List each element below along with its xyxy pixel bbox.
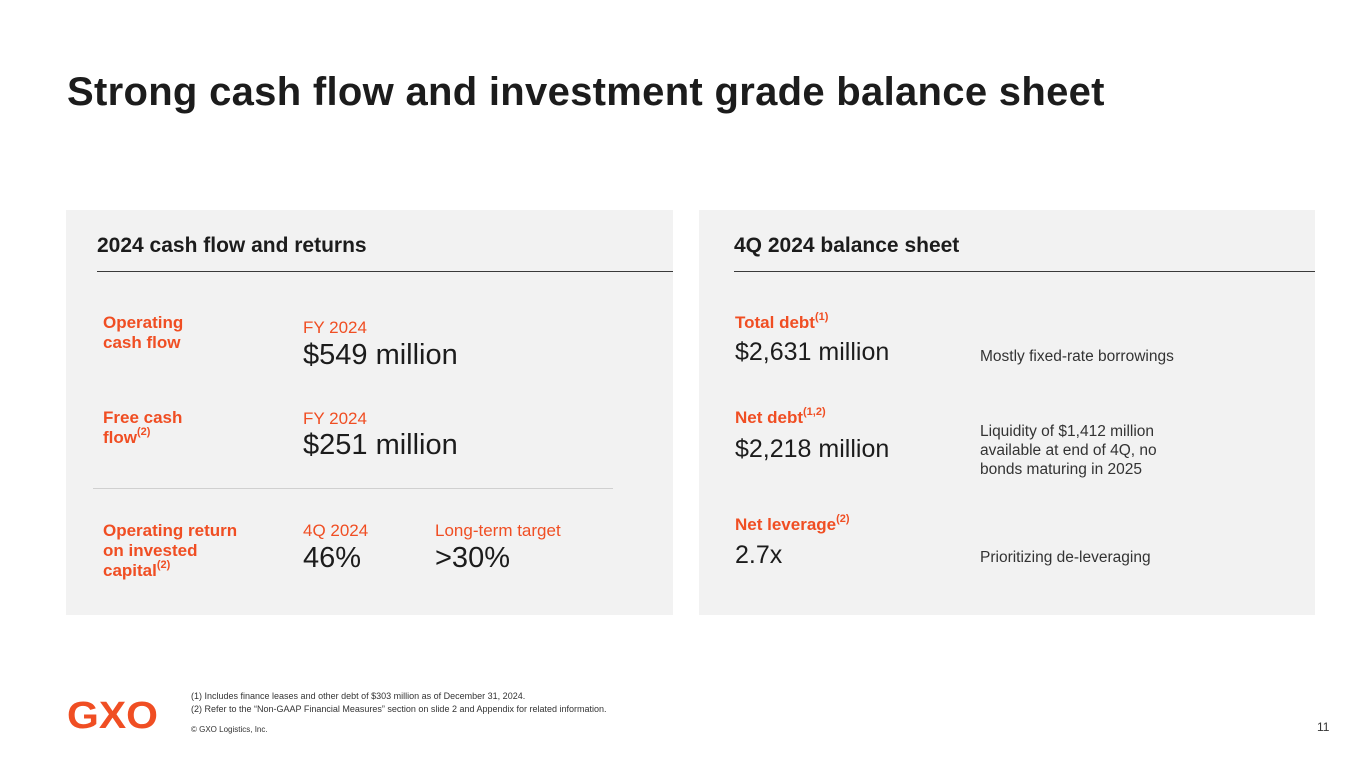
net-debt-value: $2,218 million [735,435,890,463]
total-debt-footnote-ref: (1) [814,311,829,324]
footnote-2: (2) Refer to the “Non-GAAP Financial Mea… [191,704,607,714]
balance-sheet-heading-rule [734,271,1315,272]
slide-title: Strong cash flow and investment grade ba… [67,70,1105,114]
free-cash-flow-value: $251 million [303,429,458,461]
free-cash-flow-label: Free cash flow(2) [103,408,182,448]
free-cash-flow-label-line1: Free cash [103,408,183,427]
liquidity-note: Liquidity of $1,412 million available at… [980,422,1157,479]
roic-value: 46% [303,542,362,574]
cash-flow-panel-heading: 2024 cash flow and returns [97,234,367,257]
operating-cash-flow-label-line2: cash flow [103,333,181,352]
roic-target-value: >30% [435,542,510,574]
net-leverage-note: Prioritizing de-leveraging [980,549,1151,566]
free-cash-flow-footnote-ref: (2) [137,426,151,439]
cash-flow-heading-rule [97,271,673,272]
operating-cash-flow-period: FY 2024 [303,318,367,337]
total-debt-label: Total debt(1) [735,311,829,333]
page-number: 11 [1317,720,1330,734]
operating-cash-flow-value: $549 million [303,339,458,371]
operating-cash-flow-label: Operating cash flow [103,313,183,353]
gxo-logo-text: GXO [67,695,158,734]
free-cash-flow-period: FY 2024 [303,409,367,428]
liquidity-note-line2: available at end of 4Q, no [980,442,1157,459]
roic-target-label: Long-term target [435,521,561,540]
row-divider [93,488,613,489]
liquidity-note-line3: bonds maturing in 2025 [980,461,1143,478]
roic-label: Operating return on invested capital(2) [103,521,237,581]
balance-sheet-panel-heading: 4Q 2024 balance sheet [734,234,960,257]
net-leverage-label: Net leverage(2) [735,513,850,535]
copyright: © GXO Logistics, Inc. [191,725,268,734]
net-leverage-footnote-ref: (2) [836,513,850,526]
roic-label-line3: capital [103,561,157,580]
free-cash-flow-label-line2: flow [103,428,137,447]
balance-sheet-panel: 4Q 2024 balance sheet Total debt(1) $2,6… [699,210,1315,615]
roic-label-line1: Operating return [103,521,238,540]
operating-cash-flow-label-line1: Operating [103,313,184,332]
gxo-logo: GXO [67,695,158,734]
net-debt-label: Net debt(1,2) [735,406,826,428]
net-leverage-value: 2.7x [735,541,783,569]
roic-label-line2: on invested [103,541,198,560]
cash-flow-panel: 2024 cash flow and returns Operating cas… [66,210,673,615]
footnote-1: (1) Includes finance leases and other de… [191,691,526,701]
total-debt-label-text: Total debt [735,313,815,332]
roic-period: 4Q 2024 [303,521,369,540]
net-debt-footnote-ref: (1,2) [803,406,826,419]
total-debt-note: Mostly fixed-rate borrowings [980,348,1174,365]
net-debt-label-text: Net debt [735,408,803,427]
liquidity-note-line1: Liquidity of $1,412 million [980,423,1155,440]
total-debt-value: $2,631 million [735,338,890,366]
roic-footnote-ref: (2) [156,559,171,572]
net-leverage-label-text: Net leverage [735,515,837,534]
